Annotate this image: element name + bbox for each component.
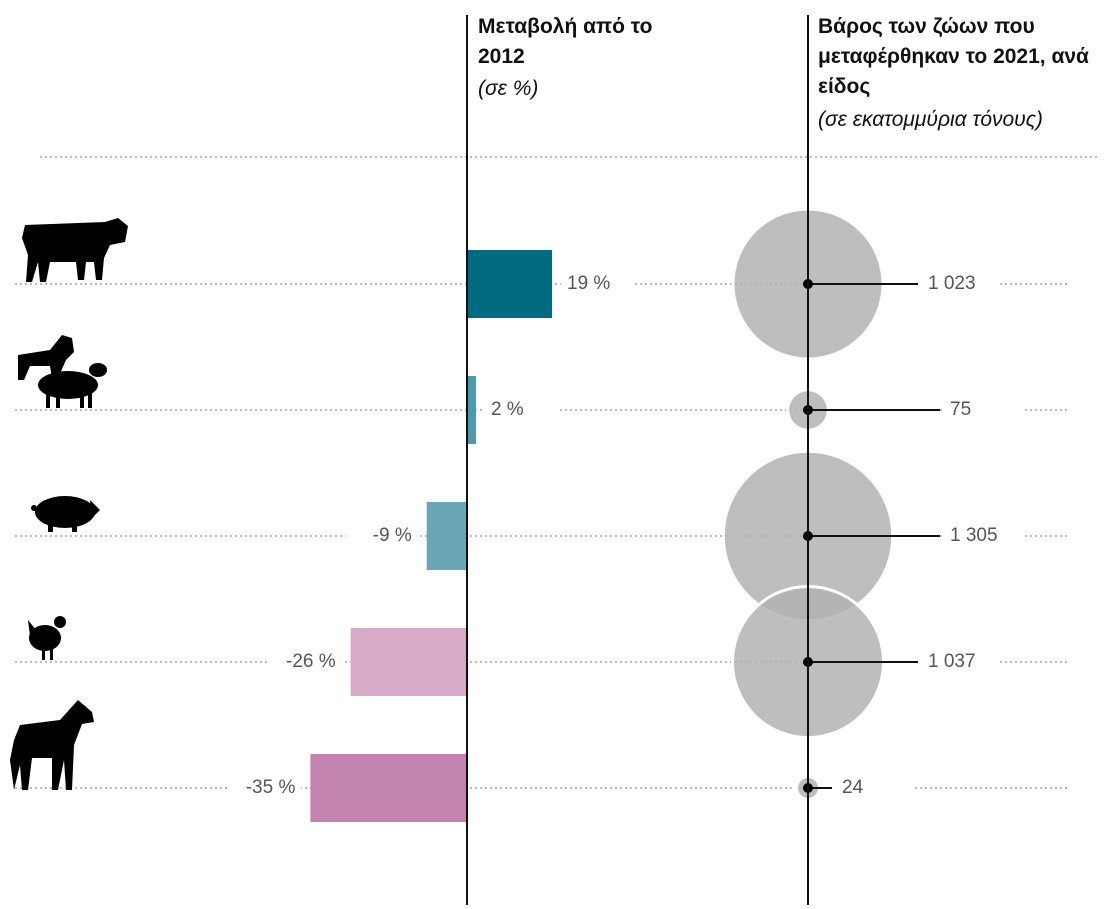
value-label: 19 %	[567, 273, 610, 294]
label-bg	[834, 774, 914, 802]
rows	[15, 283, 1070, 789]
value-label: -9 %	[373, 525, 412, 546]
value-label: 1 023	[928, 273, 976, 294]
label-bg	[269, 648, 342, 676]
marks: 19 % 2 % -9 % -26 % -35 % 1 023 75 1 305 1 037 24	[229, 207, 1022, 822]
bar	[310, 754, 467, 822]
value-label: -26 %	[286, 651, 336, 672]
value-label: -35 %	[246, 777, 296, 798]
bar	[350, 628, 467, 696]
cow-icon	[22, 218, 128, 282]
bar	[467, 250, 553, 318]
horse-icon	[10, 700, 94, 790]
value-label: 1 305	[950, 525, 998, 546]
label-bg	[484, 396, 557, 424]
icons	[10, 218, 128, 790]
pig-icon	[31, 496, 100, 532]
chicken-icon	[28, 616, 66, 660]
bar-title: Μεταβολή από το 2012	[478, 15, 653, 68]
label-bg	[920, 648, 1000, 676]
value-label: 2 %	[491, 399, 524, 420]
label-bg	[920, 270, 1000, 298]
sheep-goat-icon	[18, 335, 107, 408]
label-bg	[345, 522, 418, 550]
bubble-subtitle: (σε εκατομμύρια τόνους)	[818, 108, 1043, 131]
label-bg	[561, 270, 634, 298]
bubble-title: Βάρος των ζώων που μεταφέρθηκαν το 2021,…	[818, 15, 1089, 98]
label-bg	[229, 774, 302, 802]
label-bg	[942, 522, 1022, 550]
bar-subtitle: (σε %)	[478, 77, 539, 100]
value-label: 75	[950, 399, 971, 420]
label-bg	[942, 396, 1022, 424]
bar	[467, 376, 476, 444]
bar	[426, 502, 467, 570]
value-label: 1 037	[928, 651, 976, 672]
value-label: 24	[842, 777, 864, 798]
